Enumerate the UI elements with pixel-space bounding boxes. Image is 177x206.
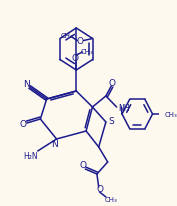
Text: O: O [80,161,87,170]
Text: CH₃: CH₃ [60,33,73,39]
Text: S: S [109,117,114,126]
Text: O: O [76,37,84,46]
Text: CH₃: CH₃ [165,111,177,117]
Text: CH₃: CH₃ [81,49,93,55]
Text: CH₃: CH₃ [105,196,118,202]
Text: N: N [23,80,29,89]
Text: O: O [72,54,79,63]
Text: N: N [51,140,58,149]
Text: O: O [109,79,116,88]
Text: O: O [20,120,27,129]
Text: H₂N: H₂N [23,152,38,161]
Text: O: O [96,185,103,194]
Text: NH: NH [118,104,130,113]
